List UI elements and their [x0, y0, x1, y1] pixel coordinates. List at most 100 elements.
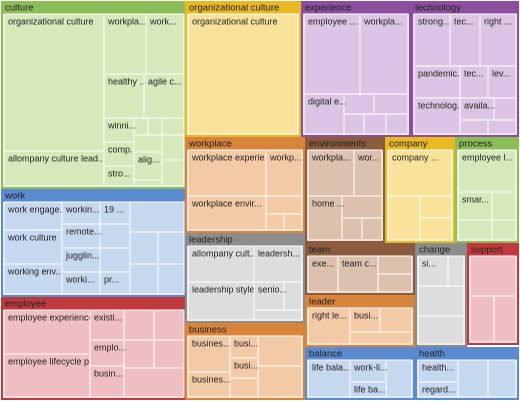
- group-label: culture: [5, 2, 34, 13]
- cell: [459, 119, 489, 135]
- cell-label: pr...: [104, 274, 119, 284]
- cell: [377, 255, 413, 275]
- cell: [99, 223, 131, 249]
- cell: [161, 134, 185, 161]
- cell: [349, 307, 381, 333]
- cell: [133, 151, 163, 181]
- cell: [363, 113, 387, 135]
- cell: [487, 65, 517, 99]
- cell: [133, 134, 163, 153]
- cell-label: organizational culture: [8, 16, 94, 26]
- cell: [153, 339, 185, 369]
- cell-label: busi...: [354, 310, 378, 320]
- cell: [99, 271, 131, 295]
- group-label: organizational culture: [189, 2, 279, 13]
- cell-label: work-li...: [353, 362, 388, 372]
- cell: [303, 13, 361, 95]
- cell: [349, 381, 387, 398]
- cell-label: winni...: [107, 120, 136, 130]
- cell: [257, 335, 303, 367]
- cell: [385, 359, 413, 398]
- cell: [307, 255, 339, 293]
- cell: [61, 247, 101, 273]
- cell-label: home ...: [312, 198, 345, 208]
- cell-label: employee l...: [462, 152, 513, 162]
- cell: [89, 339, 125, 367]
- cell: [129, 263, 159, 295]
- cell: [123, 367, 185, 398]
- cell-label: wor...: [357, 152, 380, 162]
- cell: [341, 217, 363, 241]
- cell: [265, 149, 303, 197]
- cell-label: life bala...: [312, 362, 351, 372]
- cell: [129, 201, 185, 233]
- group-label: work: [4, 190, 25, 201]
- cell: [343, 113, 365, 135]
- cell: [133, 179, 163, 187]
- cell: [3, 229, 63, 265]
- cell: [265, 195, 303, 215]
- cell: [337, 255, 379, 293]
- cell-label: leadersh...: [258, 248, 300, 258]
- cell: [143, 73, 185, 119]
- cell: [157, 263, 185, 295]
- cell-label: alig...: [138, 154, 160, 164]
- group-label: environments: [309, 138, 366, 149]
- cell: [147, 117, 163, 136]
- cell-label: workplace experie...: [191, 152, 272, 162]
- group-header: [386, 138, 454, 150]
- cell-label: busines...: [192, 374, 231, 384]
- cell-label: allompany cult...: [192, 248, 257, 258]
- cell: [187, 149, 267, 197]
- cell: [123, 309, 155, 341]
- cell: [373, 93, 409, 115]
- cell: [103, 141, 135, 167]
- cell-label: senio...: [258, 284, 287, 294]
- group-label: experience: [305, 2, 351, 13]
- cell-label: employee experience: [8, 312, 94, 322]
- group-header: [186, 324, 304, 336]
- cell-label: workplace envir...: [191, 198, 262, 208]
- cell: [413, 13, 451, 67]
- cell: [457, 191, 493, 221]
- cell: [187, 13, 299, 135]
- group-header: [2, 2, 184, 14]
- cell: [3, 353, 91, 398]
- group-label: technology: [415, 2, 461, 13]
- cell-label: team c...: [342, 258, 377, 268]
- cell-label: busi...: [234, 338, 258, 348]
- group-header: [302, 2, 410, 14]
- group-header: [186, 2, 300, 14]
- cell: [493, 295, 517, 343]
- cell: [133, 117, 149, 136]
- cell: [3, 150, 105, 187]
- cell: [253, 245, 303, 283]
- cell: [187, 371, 231, 398]
- cell: [307, 307, 351, 345]
- group-label: support: [471, 244, 503, 255]
- cell: [253, 281, 285, 311]
- cell: [341, 195, 383, 219]
- cell-label: lev...: [492, 68, 510, 78]
- cell: [187, 245, 255, 283]
- cell: [491, 191, 517, 221]
- group-label: team: [309, 244, 330, 255]
- cell: [307, 149, 355, 197]
- group-label: company: [389, 138, 428, 149]
- cell-label: emplo...: [94, 342, 126, 352]
- cell: [457, 149, 517, 193]
- cell-label: remote...: [66, 226, 102, 236]
- cell-label: availa...: [464, 100, 495, 110]
- cell-label: allompany culture lead...: [8, 153, 106, 163]
- cell: [3, 13, 105, 152]
- cell: [449, 13, 481, 67]
- cell: [89, 309, 125, 341]
- cell-label: stro...: [108, 168, 131, 178]
- group-label: health: [419, 348, 445, 359]
- cell-label: health...: [422, 362, 454, 372]
- cell: [229, 377, 259, 398]
- cell-label: workin...: [65, 204, 100, 214]
- cell: [491, 219, 517, 241]
- cell: [89, 365, 125, 398]
- cell: [469, 295, 495, 343]
